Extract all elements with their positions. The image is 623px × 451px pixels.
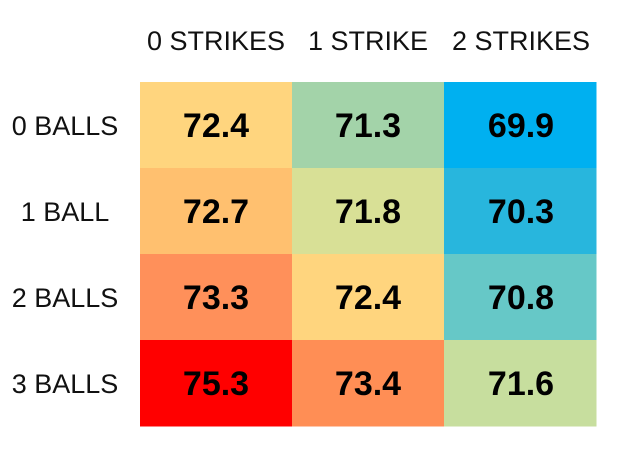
cell-value-label: 71.3 <box>335 107 401 145</box>
cell-value-label: 72.4 <box>183 107 249 145</box>
heatmap-cell <box>444 254 597 341</box>
row-header-label: 1 BALL <box>21 197 110 227</box>
heatmap-cell <box>292 254 445 341</box>
heatmap-cell <box>292 340 445 427</box>
heatmap-cell <box>292 82 445 169</box>
row-header-labels: 0 BALLS 1 BALL 2 BALLS 3 BALLS <box>12 111 119 399</box>
heatmap-cell <box>444 82 597 169</box>
column-header-label: 2 STRIKES <box>452 26 590 56</box>
heatmap-cell <box>140 340 293 427</box>
cell-value-label: 70.3 <box>488 193 554 231</box>
cell-value-label: 71.6 <box>488 365 554 403</box>
row-header-label: 0 BALLS <box>12 111 119 141</box>
heatmap-cell <box>444 168 597 255</box>
heatmap-cell <box>140 82 293 169</box>
column-header-label: 1 STRIKE <box>308 26 428 56</box>
cell-value-label: 73.3 <box>183 279 249 317</box>
cell-value-label: 72.4 <box>335 279 401 317</box>
heatmap-cell <box>444 340 597 427</box>
row-header-label: 3 BALLS <box>12 369 119 399</box>
column-header-labels: 0 STRIKES 1 STRIKE 2 STRIKES <box>147 26 590 56</box>
cell-value-label: 75.3 <box>183 365 249 403</box>
cell-value-label: 72.7 <box>183 193 249 231</box>
heatmap-cell <box>140 254 293 341</box>
heatmap-value-labels: 72.4 71.3 69.9 72.7 71.8 70.3 73.3 72.4 70.8 75.3… <box>183 107 554 403</box>
heatmap-cell <box>292 168 445 255</box>
heatmap-cell <box>140 168 293 255</box>
cell-value-label: 69.9 <box>488 107 554 145</box>
cell-value-label: 73.4 <box>335 365 401 403</box>
column-header-label: 0 STRIKES <box>147 26 285 56</box>
cell-value-label: 71.8 <box>335 193 401 231</box>
row-header-label: 2 BALLS <box>12 283 119 313</box>
cell-value-label: 70.8 <box>488 279 554 317</box>
heatmap-cells <box>140 82 597 427</box>
